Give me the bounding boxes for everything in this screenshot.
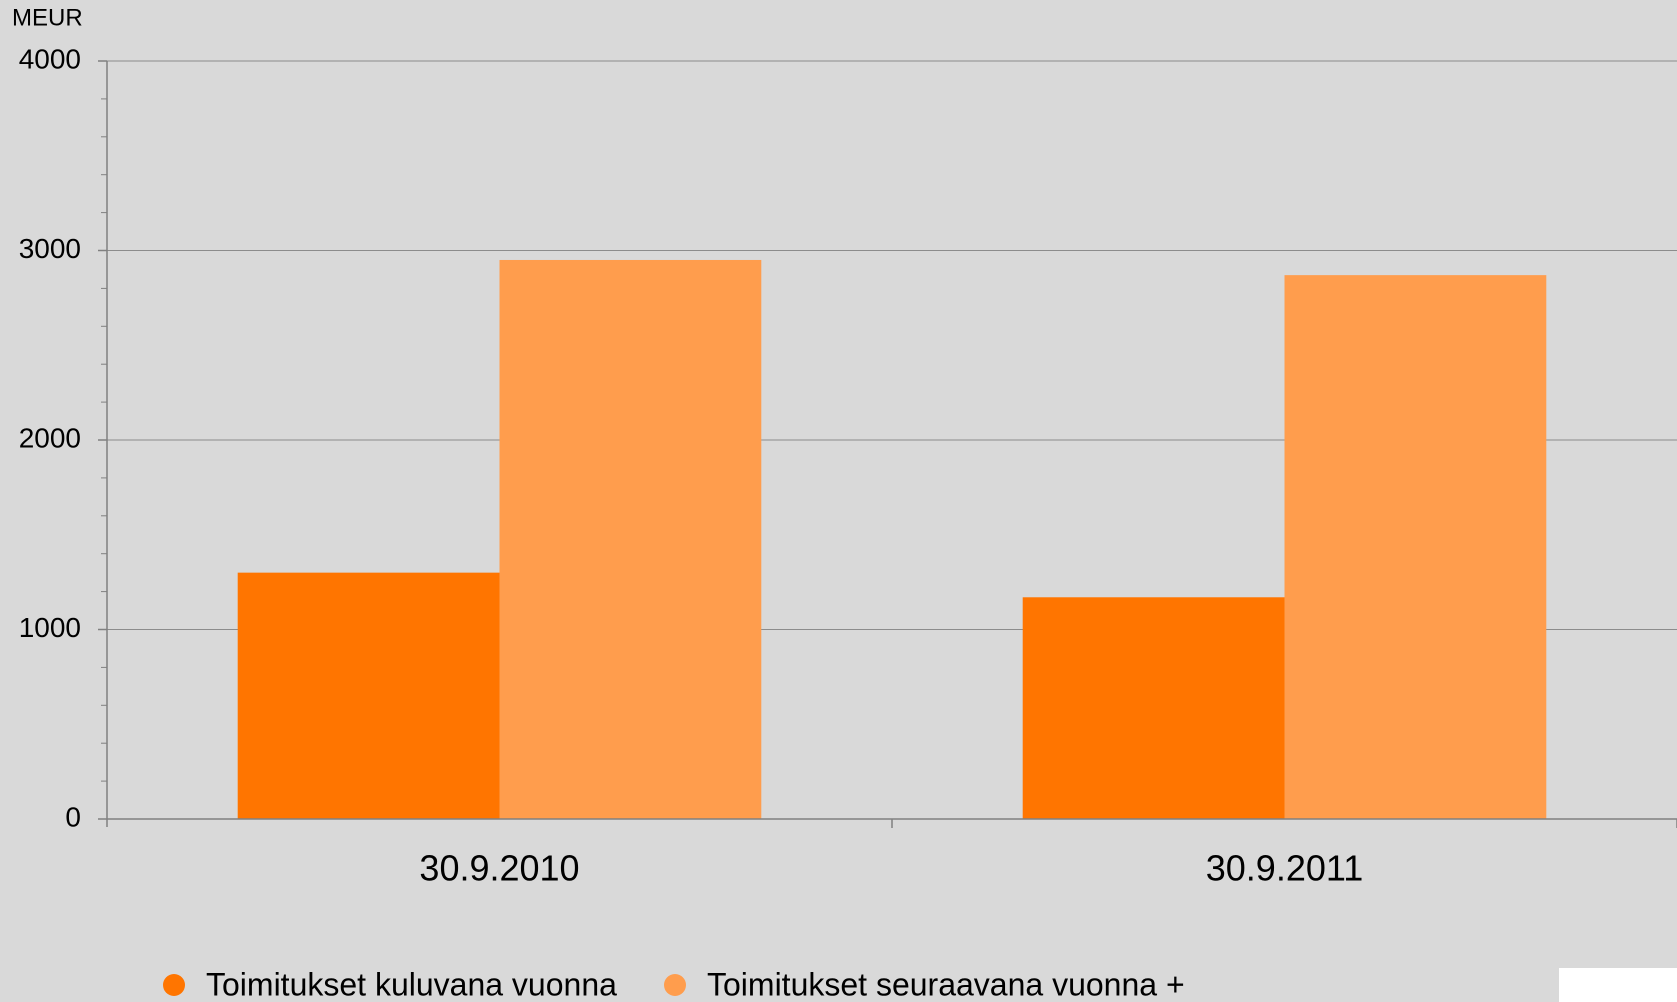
bar — [237, 572, 500, 819]
bar — [499, 259, 762, 820]
x-tick-label: 30.9.2011 — [1206, 848, 1363, 889]
legend-label: Toimitukset kuluvana vuonna — [206, 966, 617, 1002]
y-unit: MEUR — [12, 4, 83, 31]
bar — [1022, 597, 1285, 819]
legend-marker — [664, 974, 686, 996]
corner-box — [1559, 968, 1677, 1002]
bar — [1284, 275, 1547, 819]
y-tick-label: 2000 — [19, 422, 81, 453]
legend-label: Toimitukset seuraavana vuonna + — [707, 966, 1185, 1002]
y-tick-label: 0 — [65, 801, 81, 832]
legend-marker — [163, 974, 185, 996]
x-tick-label: 30.9.2010 — [419, 848, 579, 889]
y-tick-label: 4000 — [19, 43, 81, 74]
y-tick-label: 3000 — [19, 233, 81, 264]
y-tick-label: 1000 — [19, 612, 81, 643]
